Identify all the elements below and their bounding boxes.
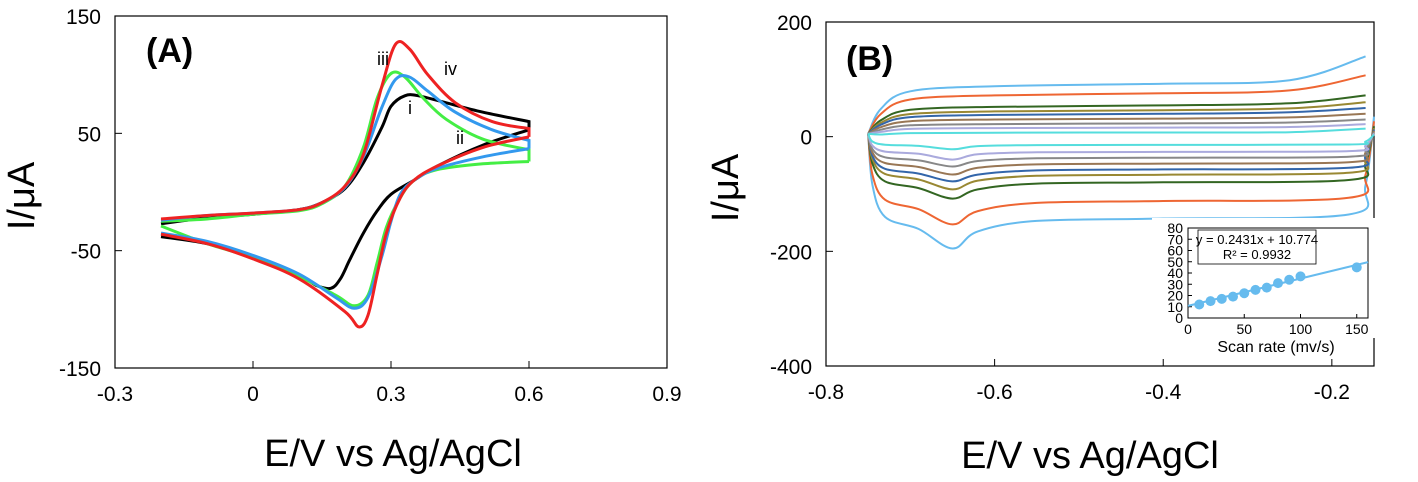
cv-scan-8-cathodic xyxy=(867,132,1375,161)
panel-b-x-tick-label: -0.2 xyxy=(1314,381,1350,404)
inset-data-point xyxy=(1261,282,1272,293)
inset-y-tick-label: 50 xyxy=(1167,254,1183,270)
panel-b-y-tick-label: -200 xyxy=(770,241,812,264)
inset-y-tick-label: 10 xyxy=(1167,299,1183,315)
panel-b-label: (B) xyxy=(846,40,893,78)
cv-curve-iv-forward xyxy=(160,40,531,221)
cv-scan-5-cathodic xyxy=(867,129,1375,183)
panel-b-curves xyxy=(867,55,1375,250)
panel-a-curves xyxy=(160,40,531,329)
inset-x-tick-label: 0 xyxy=(1184,321,1192,337)
panel-b-plot-frame xyxy=(825,21,1375,367)
inset-data-point xyxy=(1250,284,1261,295)
cv-scan-9-cathodic xyxy=(867,133,1375,151)
inset-data-point xyxy=(1284,274,1295,285)
inset-data-point xyxy=(1239,288,1250,299)
panel-a-y-axis-label: I/μA xyxy=(1,161,43,230)
panel-a-x-tick-label: 0.3 xyxy=(376,383,405,406)
inset-y-tick-label: 0 xyxy=(1175,310,1183,326)
panel-b-x-tick-label: -0.6 xyxy=(977,381,1013,404)
inset-data-point xyxy=(1205,296,1216,307)
cv-scan-6-anodic xyxy=(867,112,1366,135)
inset-x-axis-label: Scan rate (mv/s) xyxy=(1217,339,1334,356)
inset-equation: y = 0.2431x + 10.774 xyxy=(1196,232,1318,247)
cv-scan-5-anodic xyxy=(867,107,1366,135)
panel-a-x-tick-label: 0.6 xyxy=(514,383,543,406)
cv-scan-8-anodic xyxy=(868,123,1366,135)
inset-r-squared: R² = 0.9932 xyxy=(1223,247,1291,262)
cv-scan-4-cathodic xyxy=(867,127,1375,191)
panel-a-x-axis-label: E/V vs Ag/AgCl xyxy=(264,433,522,475)
panel-b-x-axis-label: E/V vs Ag/AgCl xyxy=(961,435,1219,477)
inset-y-tick-label: 60 xyxy=(1167,243,1183,259)
cv-curve-iv-reverse xyxy=(160,135,530,329)
inset-y-tick-label: 30 xyxy=(1167,276,1183,292)
cv-scan-2-cathodic xyxy=(867,121,1375,226)
panel-a-y-tick-label: -50 xyxy=(71,241,101,264)
inset-data-point xyxy=(1194,299,1205,310)
cv-scan-9-anodic xyxy=(868,127,1366,136)
cv-curve-iii-reverse xyxy=(160,147,530,310)
panel-b-y-tick-label: -400 xyxy=(770,356,812,379)
inset-y-tick-label: 70 xyxy=(1167,231,1183,247)
cv-scan-3-anodic xyxy=(867,94,1366,135)
cv-scan-1-anodic xyxy=(867,55,1366,135)
cv-curve-ii-reverse xyxy=(160,160,530,308)
curve-label-iv: iv xyxy=(444,59,457,79)
inset-data-point xyxy=(1228,291,1238,302)
inset-y-tick-label: 40 xyxy=(1167,265,1183,281)
inset-x-tick-label: 100 xyxy=(1289,321,1313,337)
cv-scan-7-anodic xyxy=(867,118,1366,135)
panel-a-x-tick-label: -0.3 xyxy=(97,383,133,406)
panel-a-ticks: -0.3 0 0.3 0.6 0.9 -150 -50 50 150 xyxy=(59,6,682,406)
cv-scan-3-cathodic xyxy=(867,126,1375,200)
panel-a-y-tick-label: 50 xyxy=(78,123,101,146)
curve-label-iii: iii xyxy=(377,49,389,69)
cv-scan-4-anodic xyxy=(867,101,1366,135)
curve-label-ii: ii xyxy=(456,128,464,148)
inset-data-point xyxy=(1351,262,1362,273)
panel-b-x-tick-label: -0.4 xyxy=(1145,381,1182,404)
panel-a-plot-frame xyxy=(114,15,668,369)
panel-b-y-tick-label: 200 xyxy=(777,12,812,35)
inset-data-point xyxy=(1216,293,1227,304)
cv-scan-7-cathodic xyxy=(867,131,1375,168)
inset-y-tick-label: 80 xyxy=(1167,220,1183,236)
cv-scan-2-anodic xyxy=(867,74,1366,135)
cv-scan-6-cathodic xyxy=(867,130,1375,176)
inset-marks xyxy=(1187,261,1369,310)
inset-x-tick-label: 50 xyxy=(1236,321,1252,337)
panel-b-x-tick-label: -0.8 xyxy=(808,381,844,404)
panel-a-y-tick-label: -150 xyxy=(59,358,101,381)
cv-curve-i-reverse xyxy=(160,128,530,291)
inset-data-point xyxy=(1273,278,1283,289)
panel-a-x-tick-label: 0 xyxy=(247,383,259,406)
panel-a-y-tick-label: 150 xyxy=(66,6,101,29)
panel-b-y-tick-label: 0 xyxy=(800,127,812,150)
curve-label-i: i xyxy=(408,98,412,118)
panel-a-label: (A) xyxy=(146,32,193,70)
cv-scan-1-cathodic xyxy=(867,116,1375,250)
inset-data-point xyxy=(1295,271,1306,282)
inset-y-tick-label: 20 xyxy=(1167,288,1183,304)
panel-a-x-tick-label: 0.9 xyxy=(652,383,681,406)
cv-curve-ii-forward xyxy=(160,70,531,223)
panel-b-y-axis-label: I/μA xyxy=(705,153,747,222)
inset-equation-box xyxy=(1197,229,1317,265)
inset-x-tick-label: 150 xyxy=(1345,321,1369,337)
